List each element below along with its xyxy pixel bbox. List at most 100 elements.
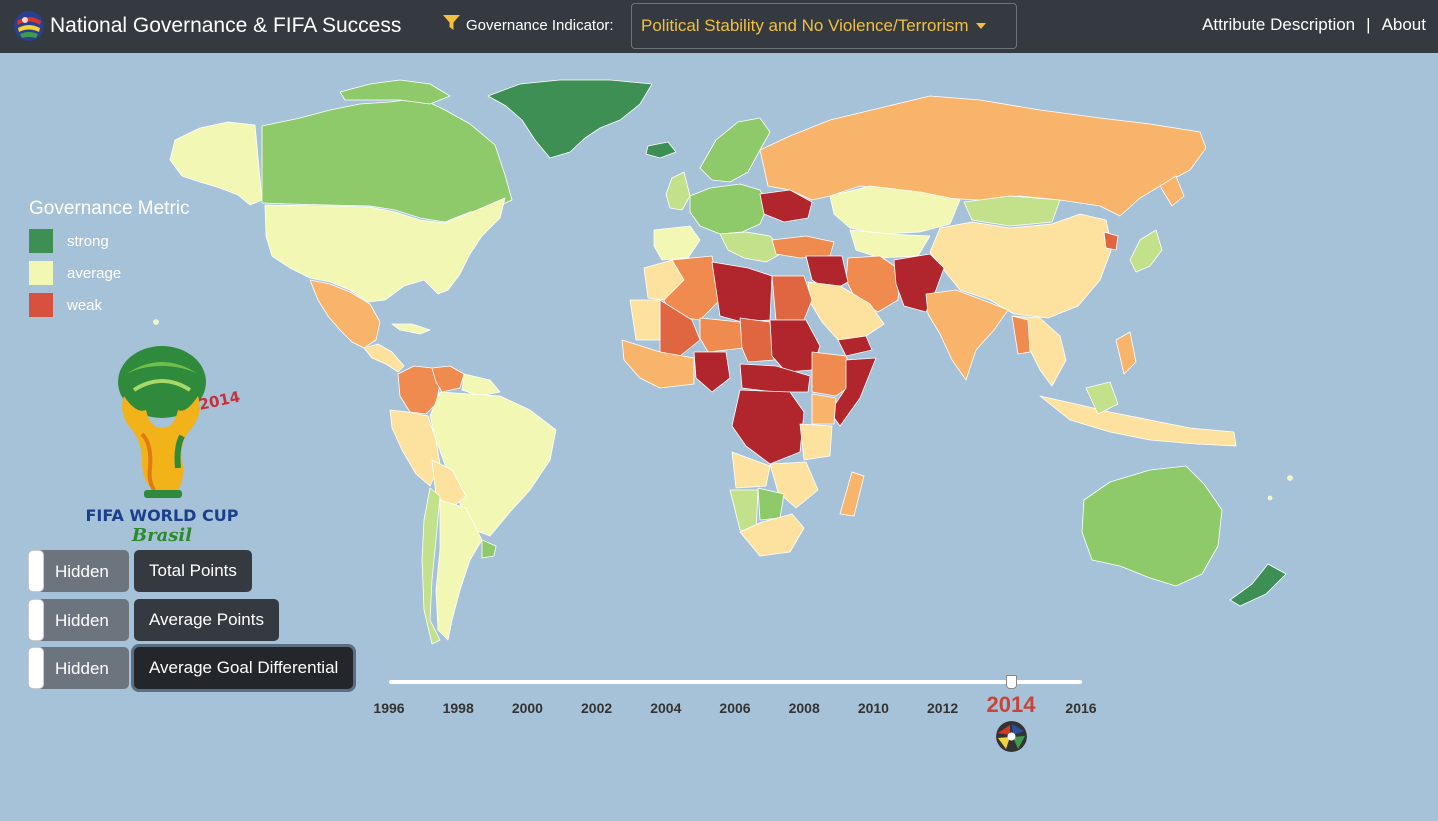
country-west-africa[interactable] [621,339,695,389]
country-myanmar[interactable] [1011,315,1031,355]
average-goal-differential-toggle[interactable]: Hidden [28,647,129,689]
toggle-knob [28,599,44,641]
average-points-button[interactable]: Average Points [134,599,279,641]
country-philippines[interactable] [1115,331,1137,375]
indicator-dropdown[interactable]: Political Stability and No Violence/Terr… [631,3,1017,49]
country-india[interactable] [925,289,1009,381]
country-mongolia[interactable] [963,195,1061,227]
country-canada-islands[interactable] [339,79,451,105]
indicator-selected-value: Political Stability and No Violence/Terr… [641,16,969,35]
country-central-america[interactable] [363,343,405,373]
country-tanzania[interactable] [799,423,833,461]
country-borneo[interactable] [1085,381,1119,415]
country-new-zealand[interactable] [1229,563,1287,607]
country-dr-congo[interactable] [731,389,805,465]
nav-links: Attribute Description | About [1202,15,1426,35]
toggle-row-total-points: Hidden Total Points [28,550,252,592]
indicator-label: Governance Indicator: [466,16,614,34]
country-mali[interactable] [659,299,701,357]
world-cup-logo: 2014 FIFA WORLD CUP Brasil [82,344,242,550]
toggle-state: Hidden [55,562,109,581]
legend-swatch [29,261,53,285]
total-points-toggle[interactable]: Hidden [28,550,129,592]
country-indonesia[interactable] [1039,395,1237,447]
country-niger[interactable] [699,317,745,353]
country-south-africa[interactable] [739,513,805,557]
country-mauritania[interactable] [629,299,661,341]
country-central-asia[interactable] [849,229,931,259]
country-balkans[interactable] [719,231,785,263]
app-title: National Governance & FIFA Success [50,14,402,37]
year-tick-label: 2008 [788,700,820,716]
average-points-toggle[interactable]: Hidden [28,599,129,641]
country-libya[interactable] [711,261,773,323]
country-iceland[interactable] [645,141,677,159]
about-link[interactable]: About [1381,15,1426,34]
year-tick-label: 2016 [1065,700,1097,716]
brand[interactable]: National Governance & FIFA Success [14,9,401,43]
toggle-knob [28,647,44,689]
attribute-description-link[interactable]: Attribute Description [1202,15,1356,34]
country-western-europe[interactable] [689,183,769,235]
country-turkey[interactable] [771,235,835,259]
country-kamchatka[interactable] [1159,175,1185,207]
year-tick-label: 2004 [650,700,682,716]
nav-separator: | [1366,15,1371,34]
country-china[interactable] [929,213,1113,319]
total-points-button[interactable]: Total Points [134,550,252,592]
country-alaska[interactable] [169,121,263,206]
legend-label: strong [67,232,109,250]
country-guianas[interactable] [461,373,501,397]
year-slider-track[interactable] [389,680,1082,684]
filter-icon [443,14,460,36]
country-canada[interactable] [261,97,513,223]
country-japan[interactable] [1129,229,1163,273]
toggle-state: Hidden [55,611,109,630]
country-greenland[interactable] [487,79,653,159]
country-spain[interactable] [653,225,701,261]
country-mexico[interactable] [309,279,381,349]
soccer-ball-icon [996,721,1027,752]
country-madagascar[interactable] [839,471,865,517]
country-zambia[interactable] [769,461,819,509]
current-year-label: 2014 [986,692,1036,717]
country-bolivia[interactable] [431,459,467,509]
legend-swatch [29,229,53,253]
average-goal-differential-button[interactable]: Average Goal Differential [134,647,354,689]
country-botswana[interactable] [757,487,785,521]
legend-label: weak [67,296,103,314]
year-tick-label: 2000 [511,700,543,716]
country-chile[interactable] [421,487,441,645]
country-uruguay[interactable] [481,539,497,559]
indicator-filter: Governance Indicator: [443,14,614,36]
legend-title: Governance Metric [29,198,190,219]
country-kenya[interactable] [811,393,837,425]
country-usa[interactable] [264,197,506,303]
country-argentina[interactable] [435,499,483,641]
country-kazakhstan[interactable] [829,185,961,235]
year-slider-handle[interactable] [1006,675,1017,689]
toggle-state: Hidden [55,659,109,678]
island-fiji [1287,475,1293,481]
island-hawaii [153,319,159,325]
country-egypt[interactable] [771,275,813,321]
year-tick-label: 1998 [442,700,474,716]
legend-swatch [29,293,53,317]
world-choropleth-map[interactable] [0,53,1438,821]
chevron-down-icon [975,23,986,29]
country-yemen[interactable] [837,335,873,357]
country-australia[interactable] [1081,465,1223,587]
country-russia[interactable] [759,95,1207,217]
country-nigeria[interactable] [693,351,731,393]
country-angola[interactable] [731,451,771,489]
country-scandinavia[interactable] [699,117,771,183]
island-pacific [1267,495,1273,501]
country-north-korea[interactable] [1103,231,1119,251]
toggle-row-average-points: Hidden Average Points [28,599,279,641]
country-uk[interactable] [665,171,691,211]
country-cuba[interactable] [391,323,431,335]
country-venezuela[interactable] [431,365,465,393]
country-chad[interactable] [739,317,775,363]
country-somalia[interactable] [829,357,877,427]
country-central-african-republic[interactable] [739,363,811,393]
